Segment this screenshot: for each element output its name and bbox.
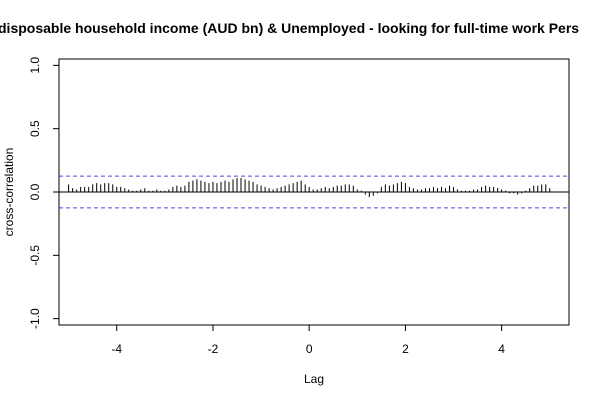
y-tick-label: -0.5 [28,245,42,266]
y-tick-label: 0.0 [28,183,42,200]
y-tick-label: 0.5 [28,120,42,137]
x-tick-label: 4 [498,342,505,356]
y-tick-label: 1.0 [28,57,42,74]
chart-title: disposable household income (AUD bn) & U… [0,20,579,36]
x-axis: -4 -2 0 2 4 [111,324,505,356]
y-tick-label: -1.0 [28,308,42,329]
x-axis-label: Lag [304,372,324,386]
y-axis-label: cross-correlation [2,148,16,237]
y-axis: -1.0 -0.5 0.0 0.5 1.0 [28,57,60,329]
ccf-bars [68,178,551,198]
x-tick-label: 0 [306,342,313,356]
x-tick-label: -4 [111,342,122,356]
x-tick-label: -2 [208,342,219,356]
x-tick-label: 2 [402,342,409,356]
confidence-band [59,175,569,209]
